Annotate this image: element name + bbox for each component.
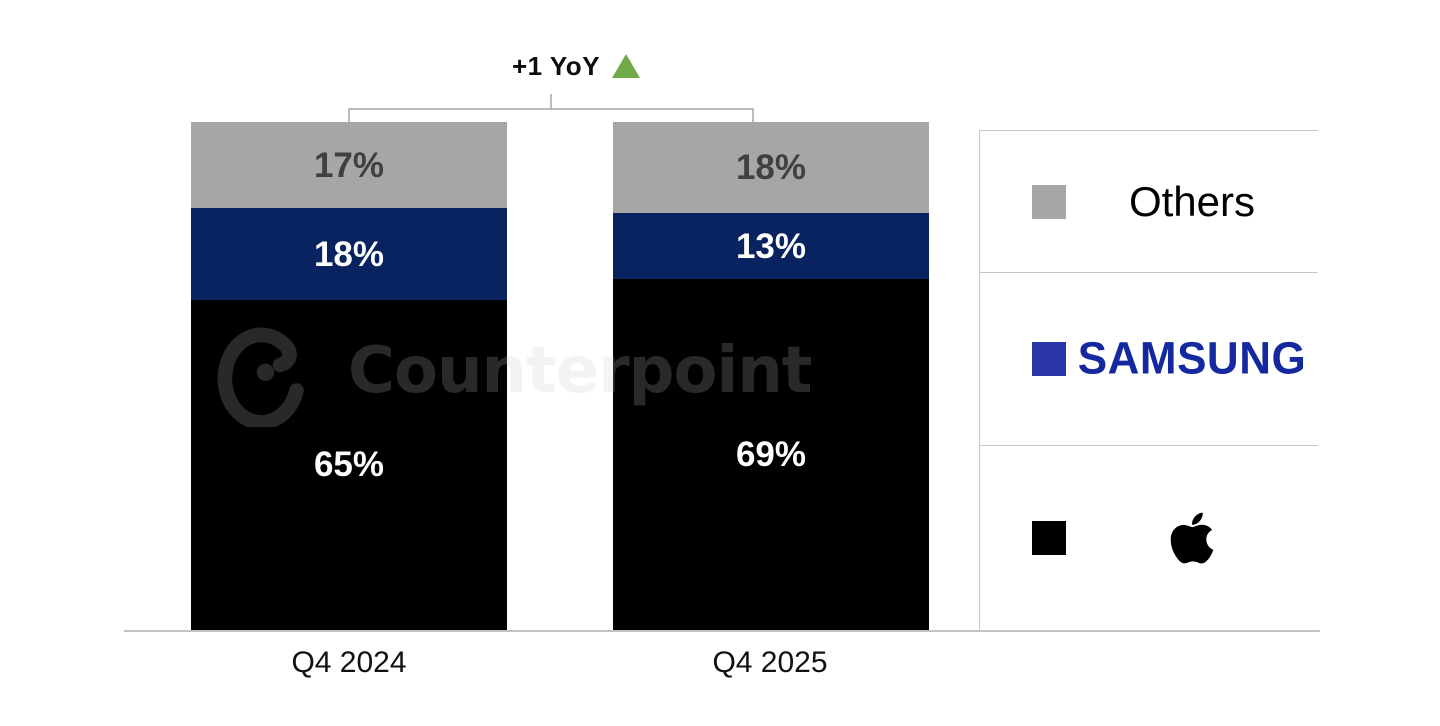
category-label-q4-2025: Q4 2025: [712, 646, 828, 679]
others-color-swatch: [1032, 184, 1066, 219]
legend-row-samsung: SAMSUNG: [980, 272, 1318, 445]
up-triangle-icon: [612, 54, 641, 78]
yoy-annotation: +1 YoY: [512, 51, 641, 81]
samsung-wordmark: SAMSUNG: [1077, 333, 1307, 384]
yoy-label: +1 YoY: [512, 51, 601, 81]
data-label-samsung: 13%: [735, 226, 807, 266]
data-label-samsung: 18%: [313, 234, 385, 274]
legend-label-others: Others: [1128, 177, 1256, 225]
bar-q4-2024: 17% 18% 65%: [191, 122, 507, 630]
segment-samsung-q4-2025: 13%: [613, 213, 929, 280]
legend: Others SAMSUNG: [979, 130, 1318, 631]
bar-q4-2025: 18% 13% 69%: [613, 122, 929, 630]
samsung-color-swatch: [1032, 342, 1066, 376]
data-label-others: 18%: [735, 148, 807, 188]
segment-others-q4-2024: 17%: [191, 122, 507, 209]
legend-row-apple: [980, 445, 1318, 631]
apple-color-swatch: [1032, 521, 1066, 555]
segment-apple-q4-2025: 69%: [613, 279, 929, 630]
data-label-apple: 65%: [313, 445, 385, 485]
data-label-others: 17%: [313, 145, 385, 185]
segment-samsung-q4-2024: 18%: [191, 208, 507, 300]
category-label-q4-2024: Q4 2024: [291, 646, 407, 679]
segment-others-q4-2025: 18%: [613, 122, 929, 214]
segment-apple-q4-2024: 65%: [191, 299, 507, 630]
legend-row-others: Others: [980, 130, 1318, 272]
yoy-bracket-line: [348, 94, 754, 122]
apple-logo-icon: [1170, 512, 1214, 564]
x-axis-line: [124, 630, 1320, 632]
data-label-apple: 69%: [735, 435, 807, 475]
